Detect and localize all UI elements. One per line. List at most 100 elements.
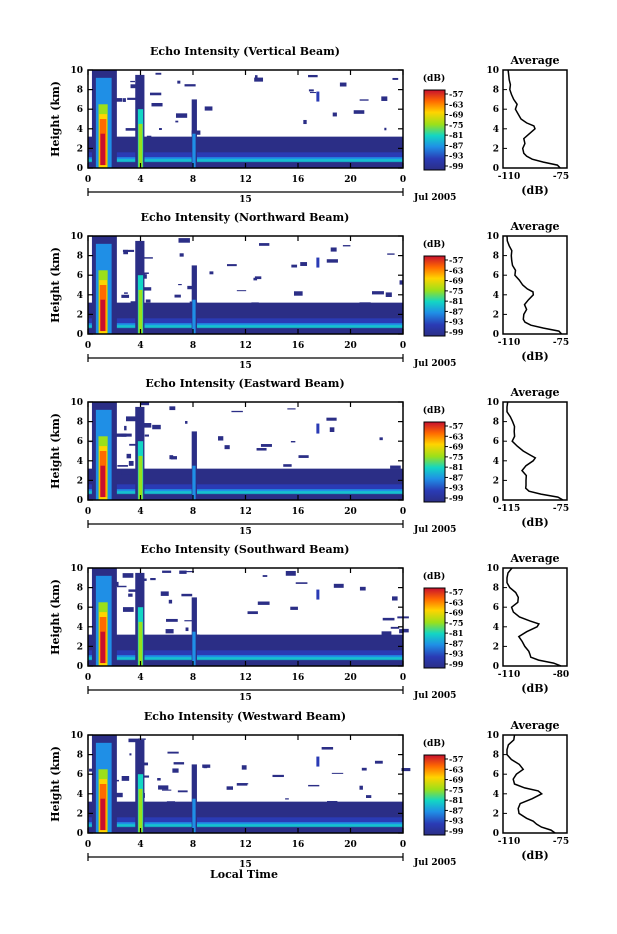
heatmap <box>88 402 403 500</box>
echo-layer-near-ground <box>88 655 403 660</box>
echo-cell <box>236 290 247 292</box>
colorbar-tick-label: -63 <box>449 99 464 109</box>
average-y-tick-label: 10 <box>486 564 499 574</box>
echo-cell <box>117 465 128 467</box>
echo-cell <box>223 137 229 139</box>
echo-cell <box>237 783 249 785</box>
average-y-tick-label: 8 <box>493 252 499 262</box>
colorbar-label: (dB) <box>423 738 445 749</box>
average-x-label: (dB) <box>521 682 548 695</box>
x-tick-label: 0 <box>400 507 406 517</box>
echo-column-second-core <box>138 788 143 833</box>
echo-cell <box>321 747 334 750</box>
colorbar-label: (dB) <box>423 239 445 250</box>
panel-title: Echo Intensity (Northward Beam) <box>141 211 350 224</box>
colorbar-label: (dB) <box>423 571 445 582</box>
echo-cell <box>379 437 383 441</box>
echo-cell <box>392 596 398 601</box>
echo-cell <box>177 80 181 84</box>
echo-cell <box>257 601 270 605</box>
echo-cell <box>184 570 195 573</box>
colorbar-tick-label: -63 <box>449 597 464 607</box>
y-tick-label: 0 <box>77 496 83 506</box>
echo-cell <box>115 433 127 437</box>
echo-cell <box>382 617 395 621</box>
heatmap <box>88 236 403 334</box>
echo-column-storm-max <box>100 465 106 498</box>
echo-column-second-core <box>138 123 143 168</box>
average-y-tick-label: 2 <box>493 642 499 652</box>
x-tick-label: 16 <box>292 341 305 351</box>
echo-cell <box>128 593 133 597</box>
echo-cell <box>291 264 298 268</box>
echo-cell <box>326 259 338 263</box>
y-tick-label: 0 <box>77 662 83 672</box>
echo-cell <box>381 631 392 636</box>
x-tick-label: 4 <box>137 507 143 517</box>
echo-cell <box>167 751 179 754</box>
average-x-tick-label: -80 <box>553 670 569 680</box>
heatmap <box>88 70 403 168</box>
echo-cell <box>166 618 178 622</box>
panel-5: Echo Intensity (Westward Beam) 0 2 4 6 8 10 Hei… <box>49 710 569 870</box>
echo-cell <box>309 92 317 94</box>
echo-cell <box>158 785 169 790</box>
colorbar-tick-label: -63 <box>449 764 464 774</box>
x-tick-label: 4 <box>137 341 143 351</box>
average-frame <box>502 401 568 501</box>
average-x-label: (dB) <box>521 184 548 197</box>
echo-column-fourth <box>316 91 320 102</box>
echo-cell <box>254 75 258 79</box>
echo-cell <box>262 575 268 577</box>
colorbar-tick-label: -63 <box>449 431 464 441</box>
date-label: Jul 2005 <box>413 359 456 369</box>
echo-cell <box>330 247 337 252</box>
echo-cell <box>251 302 259 304</box>
day-label: 15 <box>239 860 252 870</box>
echo-layer-surface <box>88 325 403 329</box>
echo-layer-surface <box>88 824 403 828</box>
x-tick-label: 4 <box>137 175 143 185</box>
echo-column-fourth <box>316 589 320 600</box>
echo-cell <box>359 99 369 101</box>
echo-cell <box>128 738 139 743</box>
colorbar-tick-label: -93 <box>449 317 464 327</box>
echo-cell <box>121 433 132 437</box>
x-tick-label: 12 <box>239 507 252 517</box>
y-tick-label: 0 <box>77 164 83 174</box>
echo-cell <box>116 585 127 588</box>
heatmap <box>88 568 409 666</box>
echo-cell <box>272 774 284 778</box>
echo-column-storm-max <box>100 631 106 664</box>
echo-column-third-core <box>192 465 196 500</box>
y-tick-label: 8 <box>77 86 83 96</box>
average-y-tick-label: 4 <box>493 457 499 467</box>
colorbar-label: (dB) <box>423 405 445 416</box>
colorbar-tick-label: -81 <box>449 795 463 805</box>
echo-cell <box>175 120 179 123</box>
echo-cell <box>130 301 137 306</box>
colorbar-tick-label: -99 <box>449 327 464 337</box>
echo-cell <box>331 772 344 774</box>
echo-cell <box>125 128 138 131</box>
echo-cell <box>178 238 190 243</box>
colorbar-tick-label: -99 <box>449 826 464 836</box>
average-y-tick-label: 2 <box>493 310 499 320</box>
echo-cell <box>300 262 308 266</box>
colorbar-tick-label: -81 <box>449 628 463 638</box>
x-tick-label: 12 <box>239 673 252 683</box>
average-x-label: (dB) <box>521 350 548 363</box>
heatmap <box>88 735 411 833</box>
echo-cell <box>162 789 172 791</box>
y-tick-label: 0 <box>77 829 83 839</box>
average-y-tick-label: 4 <box>493 623 499 633</box>
x-tick-label: 12 <box>239 175 252 185</box>
echo-cell <box>285 798 289 800</box>
average-frame <box>502 734 568 834</box>
echo-cell <box>392 77 399 80</box>
echo-column-fourth <box>316 423 320 434</box>
colorbar-tick-label: -69 <box>449 775 464 785</box>
x-tick-label: 20 <box>344 840 357 850</box>
average-frame <box>502 69 568 169</box>
echo-column-second-core <box>138 621 143 666</box>
